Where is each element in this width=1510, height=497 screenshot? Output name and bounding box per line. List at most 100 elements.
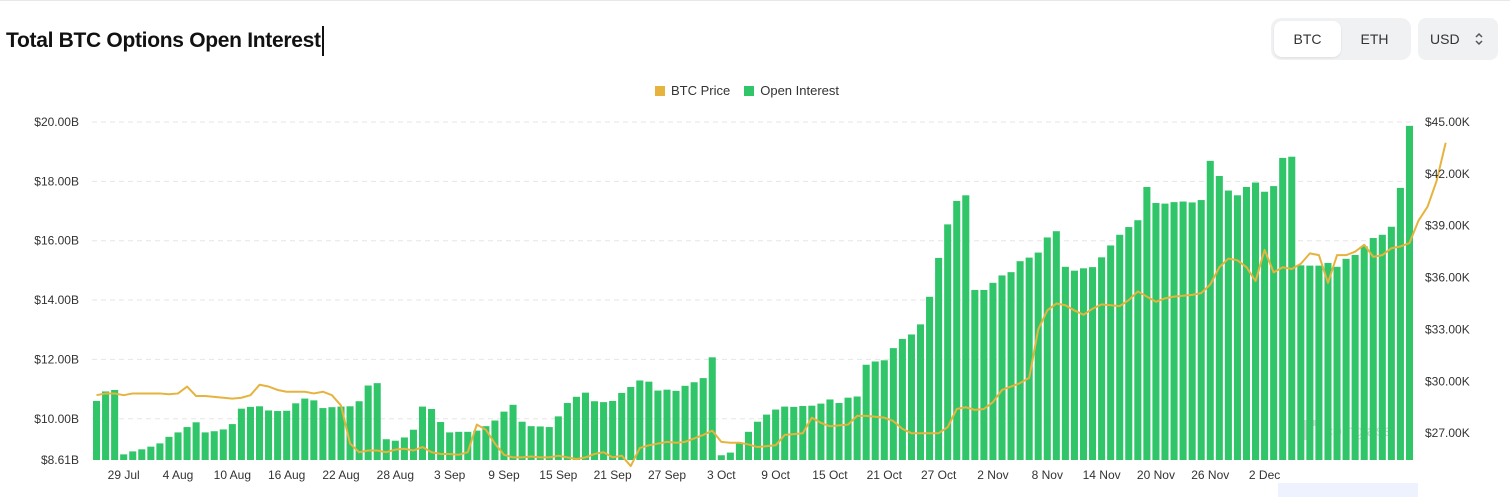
tab-eth[interactable]: ETH xyxy=(1360,31,1389,47)
open-interest-bar xyxy=(1098,257,1106,460)
open-interest-bar xyxy=(907,334,915,460)
open-interest-bar xyxy=(654,390,662,460)
open-interest-bar xyxy=(880,360,888,460)
open-interest-bar xyxy=(871,361,879,460)
open-interest-bar xyxy=(962,195,970,461)
right-axis-tick-label: $36.00K xyxy=(1425,271,1470,285)
x-axis-tick-label: 8 Nov xyxy=(1032,468,1063,482)
open-interest-bar xyxy=(1152,203,1160,460)
open-interest-bar xyxy=(246,406,254,460)
open-interest-bar xyxy=(699,378,707,460)
open-interest-bar xyxy=(219,429,227,460)
open-interest-bar xyxy=(862,364,870,460)
open-interest-bar xyxy=(337,406,345,460)
open-interest-bar xyxy=(1116,234,1124,460)
open-interest-bar xyxy=(953,200,961,460)
open-interest-bar xyxy=(1279,157,1287,460)
open-interest-bar xyxy=(781,406,789,460)
open-interest-bar xyxy=(1405,125,1413,461)
open-interest-bar xyxy=(147,446,155,460)
open-interest-bar xyxy=(744,431,752,460)
open-interest-bar xyxy=(1179,201,1187,460)
legend-item-open-interest[interactable]: Open Interest xyxy=(744,83,839,98)
open-interest-bar xyxy=(916,324,925,460)
left-axis-tick-label: $18.00B xyxy=(34,174,79,188)
x-axis-tick-label: 29 Jul xyxy=(108,468,140,482)
open-interest-bar xyxy=(1396,187,1404,460)
grid-lines xyxy=(92,121,1414,420)
legend-item-btc-price[interactable]: BTC Price xyxy=(655,83,730,98)
open-interest-bar xyxy=(572,396,580,460)
x-axis-tick-label: 10 Aug xyxy=(214,468,251,482)
tab-btc[interactable]: BTC xyxy=(1274,21,1341,57)
open-interest-bar xyxy=(409,429,417,460)
open-interest-bar xyxy=(1016,261,1024,460)
open-interest-bar xyxy=(754,421,762,460)
open-interest-bar xyxy=(437,422,445,460)
open-interest-bar xyxy=(138,449,146,460)
open-interest-bar xyxy=(1242,186,1251,461)
left-axis-tick-label: $20.00B xyxy=(34,115,79,129)
right-axis-ticks: $27.00K $30.00K $33.00K $36.00K $39.00K $42.0… xyxy=(1425,115,1470,440)
open-interest-bar xyxy=(1070,270,1078,460)
x-axis-tick-label: 14 Nov xyxy=(1083,468,1121,482)
currency-select[interactable]: USD xyxy=(1418,18,1498,60)
open-interest-bar xyxy=(1288,156,1296,460)
left-axis-tick-label: $8.61B xyxy=(41,453,79,467)
open-interest-bar xyxy=(355,401,363,460)
open-interest-bar xyxy=(292,403,300,460)
open-interest-bar xyxy=(509,404,517,460)
open-interest-bar xyxy=(618,392,626,460)
x-axis-tick-label: 22 Aug xyxy=(322,468,359,482)
page-title: Total BTC Options Open Interest xyxy=(6,26,324,56)
open-interest-bar xyxy=(1034,252,1042,460)
open-interest-bar xyxy=(1324,262,1332,460)
open-interest-bar xyxy=(591,401,599,460)
open-interest-bar xyxy=(1025,257,1033,460)
open-interest-bar xyxy=(663,389,671,460)
open-interest-bar xyxy=(808,405,816,460)
open-interest-bar xyxy=(319,408,327,460)
open-interest-bar xyxy=(989,282,997,460)
currency-value: USD xyxy=(1430,31,1460,47)
open-interest-bar xyxy=(627,387,635,460)
open-interest-bar xyxy=(491,420,499,460)
open-interest-bar xyxy=(1233,195,1241,461)
legend-swatch-btc-price xyxy=(655,85,665,96)
x-axis-tick-label: 21 Oct xyxy=(867,468,903,482)
x-axis-tick-label: 26 Nov xyxy=(1191,468,1229,482)
open-interest-bar xyxy=(1215,176,1223,460)
open-interest-bars xyxy=(93,125,1413,461)
open-interest-bar xyxy=(455,431,463,460)
legend-label-btc-price: BTC Price xyxy=(671,83,731,98)
open-interest-bar xyxy=(418,406,427,460)
open-interest-bar xyxy=(328,407,336,460)
open-interest-bar xyxy=(889,348,897,460)
open-interest-bar xyxy=(1333,266,1341,460)
open-interest-bar xyxy=(518,421,526,460)
open-interest-bar xyxy=(944,224,952,460)
x-axis-tick-label: 3 Sep xyxy=(434,468,466,482)
left-axis-tick-label: $14.00B xyxy=(34,293,79,307)
x-axis-ticks: 29 Jul 4 Aug 10 Aug 16 Aug 22 Aug 28 Aug 3 Sep… xyxy=(108,468,1281,482)
open-interest-bar xyxy=(1306,265,1314,460)
open-interest-bar xyxy=(120,454,128,460)
open-interest-bar xyxy=(301,398,309,460)
scroll-strip xyxy=(1278,483,1418,497)
right-axis-tick-label: $42.00K xyxy=(1425,167,1470,181)
open-interest-bar xyxy=(1107,245,1115,460)
x-axis-tick-label: 3 Oct xyxy=(707,468,736,482)
x-axis-tick-label: 15 Sep xyxy=(539,468,577,482)
legend-label-open-interest: Open Interest xyxy=(760,83,840,98)
right-axis-tick-label: $33.00K xyxy=(1425,322,1470,336)
open-interest-bar xyxy=(735,442,743,460)
open-interest-bar xyxy=(1197,200,1205,461)
open-interest-bar xyxy=(826,399,834,460)
open-interest-bar xyxy=(1315,265,1323,460)
open-interest-bar xyxy=(636,380,644,460)
open-interest-bar xyxy=(165,436,173,460)
open-interest-bar xyxy=(763,414,771,460)
open-interest-bar xyxy=(237,408,245,460)
open-interest-bar xyxy=(428,408,436,460)
left-axis-tick-label: $10.00B xyxy=(34,412,79,426)
